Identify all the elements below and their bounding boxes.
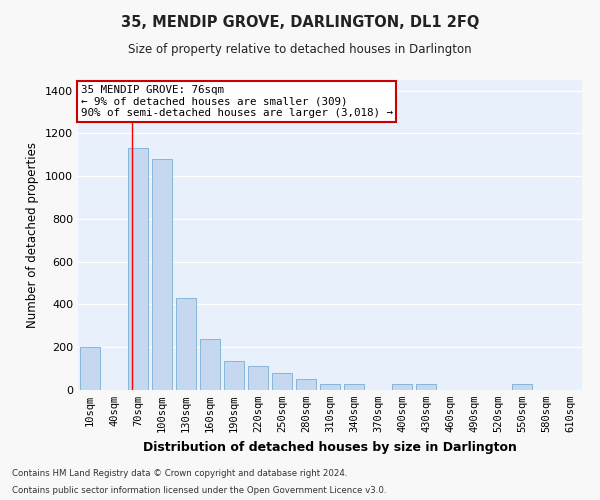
Text: Contains public sector information licensed under the Open Government Licence v3: Contains public sector information licen… <box>12 486 386 495</box>
Bar <box>248 366 268 390</box>
Bar <box>224 361 244 390</box>
Bar <box>320 384 340 390</box>
Bar <box>416 384 436 390</box>
Bar <box>296 380 316 390</box>
Bar <box>80 347 100 390</box>
Text: 35 MENDIP GROVE: 76sqm
← 9% of detached houses are smaller (309)
90% of semi-det: 35 MENDIP GROVE: 76sqm ← 9% of detached … <box>80 84 392 118</box>
Text: Size of property relative to detached houses in Darlington: Size of property relative to detached ho… <box>128 42 472 56</box>
Bar <box>152 159 172 390</box>
Bar <box>128 148 148 390</box>
Text: Contains HM Land Registry data © Crown copyright and database right 2024.: Contains HM Land Registry data © Crown c… <box>12 468 347 477</box>
Bar <box>200 338 220 390</box>
Bar <box>512 384 532 390</box>
Bar <box>176 298 196 390</box>
Bar <box>344 384 364 390</box>
Y-axis label: Number of detached properties: Number of detached properties <box>26 142 40 328</box>
Bar <box>272 373 292 390</box>
X-axis label: Distribution of detached houses by size in Darlington: Distribution of detached houses by size … <box>143 440 517 454</box>
Text: 35, MENDIP GROVE, DARLINGTON, DL1 2FQ: 35, MENDIP GROVE, DARLINGTON, DL1 2FQ <box>121 15 479 30</box>
Bar <box>392 384 412 390</box>
